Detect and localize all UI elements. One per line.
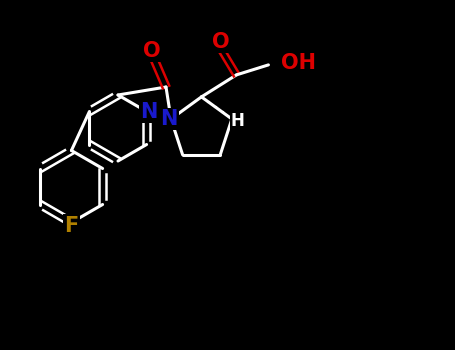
Text: N: N <box>140 102 157 121</box>
Text: O: O <box>212 32 229 52</box>
Text: OH: OH <box>282 53 316 73</box>
Text: F: F <box>64 216 79 236</box>
Text: H: H <box>231 112 244 130</box>
Text: O: O <box>143 41 161 61</box>
Text: N: N <box>160 109 178 129</box>
